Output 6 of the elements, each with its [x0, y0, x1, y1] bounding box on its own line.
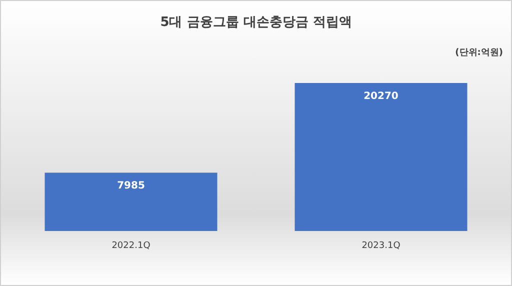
x-tick-label: 2022.1Q	[112, 241, 150, 251]
data-label: 20270	[364, 91, 398, 102]
data-label: 7985	[117, 180, 145, 192]
x-tick-label: 2023.1Q	[362, 241, 400, 251]
text: (단위:억원)	[455, 48, 503, 58]
chart-title: 5대 금융그룹 대손충당금 적립액	[160, 15, 352, 30]
